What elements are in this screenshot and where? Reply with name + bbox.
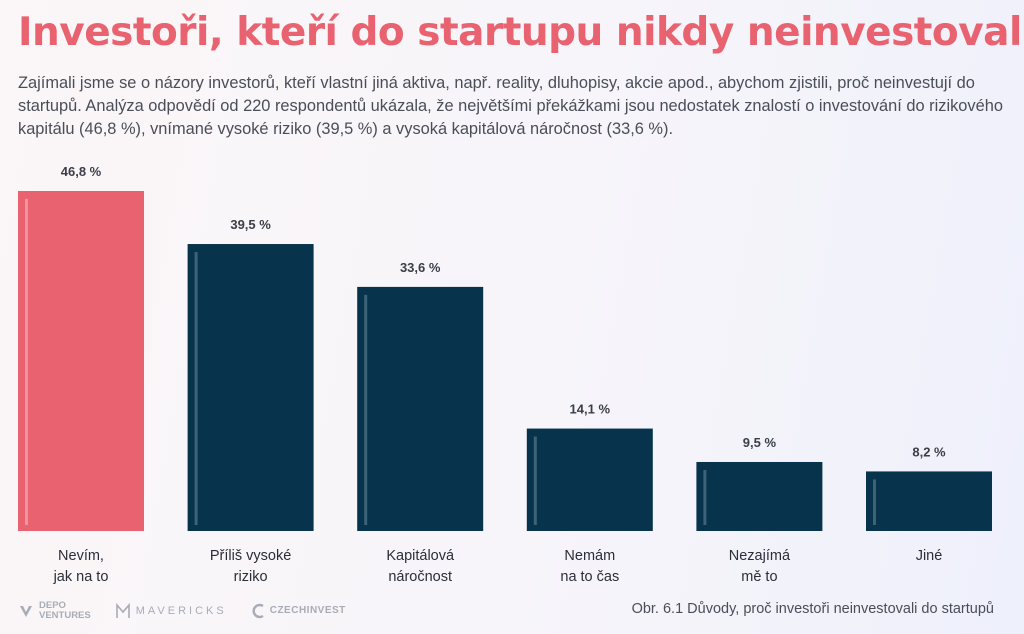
depo-ventures-icon <box>20 606 32 617</box>
category-label: riziko <box>234 569 268 585</box>
bar <box>357 286 484 531</box>
bar-accent-line <box>703 469 707 525</box>
bar-value-label: 46,8 % <box>61 164 102 179</box>
category-label: na to čas <box>560 569 619 585</box>
depo-ventures-wordmark: DEPO VENTURES <box>39 601 91 621</box>
intro-paragraph: Zajímali jsme se o názory investorů, kte… <box>18 74 1003 138</box>
bar <box>696 461 823 531</box>
category-label: jak na to <box>53 569 109 585</box>
depo-ventures-line-2: VENTURES <box>39 610 91 621</box>
depo-ventures-line-1: DEPO <box>39 600 66 611</box>
bar-value-label: 14,1 % <box>570 402 611 417</box>
czechinvest-icon <box>252 603 264 619</box>
partner-logos: DEPO VENTURES MAVERICKS CZECHINVEST <box>18 596 346 626</box>
category-label: mě to <box>741 569 777 585</box>
mavericks-icon <box>115 602 130 618</box>
bar-accent-line <box>194 252 198 525</box>
bar-value-label: 9,5 % <box>743 435 777 450</box>
category-label: Nemám <box>564 548 615 564</box>
depo-ventures-logo: DEPO VENTURES <box>18 601 91 621</box>
category-label: Příliš vysoké <box>210 548 291 564</box>
bar-value-label: 33,6 % <box>400 260 441 275</box>
bar-accent-line <box>873 479 876 525</box>
bar-value-label: 39,5 % <box>230 217 271 232</box>
mavericks-logo: MAVERICKS <box>115 602 227 620</box>
figure-caption: Obr. 6.1 Důvody, proč investoři neinvest… <box>631 601 994 617</box>
category-label: Kapitálová <box>386 548 455 564</box>
mavericks-wordmark: MAVERICKS <box>135 605 227 617</box>
category-label: Nevím, <box>58 548 104 564</box>
bar-accent-line <box>364 294 368 525</box>
category-label: Jiné <box>916 548 943 564</box>
chart-title: Investoři, kteří do startupu nikdy neinv… <box>18 10 1024 55</box>
czechinvest-logo: CZECHINVEST <box>251 603 346 619</box>
bar <box>526 428 653 531</box>
czechinvest-wordmark: CZECHINVEST <box>269 605 346 616</box>
bar-chart: 46,8 % Nevím, jak na to 39,5 % Příliš vysoké… <box>18 164 992 585</box>
bar <box>866 471 992 531</box>
category-label: Nezajímá <box>729 548 791 564</box>
bar-value-label: 8,2 % <box>912 444 946 459</box>
bar <box>18 191 144 531</box>
bar-accent-line <box>25 199 28 525</box>
bar <box>187 244 314 531</box>
category-label: náročnost <box>388 569 452 585</box>
bar-accent-line <box>533 436 537 525</box>
